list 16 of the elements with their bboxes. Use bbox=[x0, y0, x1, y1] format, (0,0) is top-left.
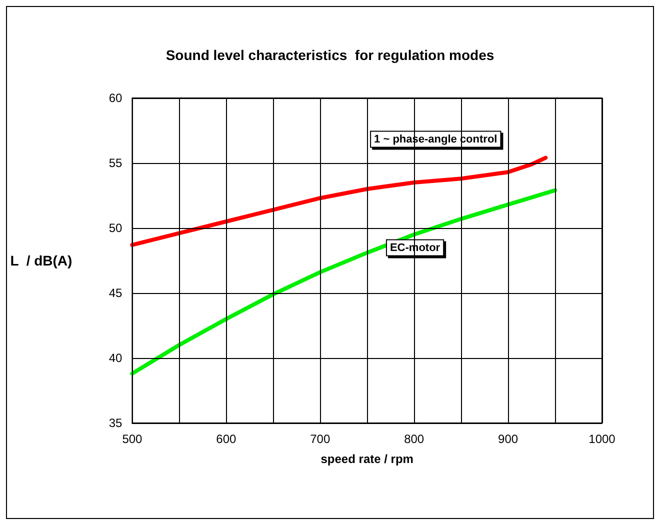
y-tick-label: 50 bbox=[108, 221, 123, 235]
line-series bbox=[130, 188, 558, 376]
x-tick-label: 700 bbox=[310, 432, 330, 446]
y-tick-label: 40 bbox=[108, 351, 123, 365]
y-tick-label: 60 bbox=[108, 91, 123, 105]
chart-title: Sound level characteristics for regulation modes bbox=[166, 47, 494, 63]
x-tick-label: 800 bbox=[404, 432, 424, 446]
x-tick-label: 900 bbox=[498, 432, 518, 446]
x-tick-label: 500 bbox=[122, 432, 143, 446]
x-axis-title: speed rate / rpm bbox=[320, 452, 414, 466]
y-tick-label: 45 bbox=[108, 286, 123, 300]
x-tick-label: 600 bbox=[216, 432, 236, 446]
y-tick-label: 55 bbox=[108, 156, 123, 170]
y-tick-label: 35 bbox=[108, 416, 123, 430]
y-axis-title: L / dB(A) bbox=[10, 252, 72, 268]
x-tick-label: 1000 bbox=[588, 432, 616, 446]
